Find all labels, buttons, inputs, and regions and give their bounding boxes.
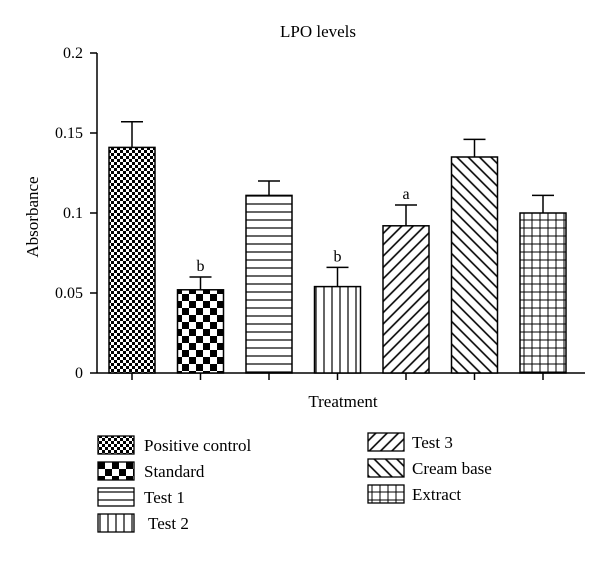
y-tick-label: 0.15: [55, 125, 83, 142]
bar: [382, 225, 430, 374]
y-tick-label: 0.2: [63, 45, 83, 62]
bar: [245, 194, 293, 374]
legend-swatch: [97, 513, 135, 533]
legend-label: Test 1: [144, 488, 185, 507]
legend-swatch: [367, 458, 405, 478]
significance-label: b: [334, 248, 342, 265]
legend-item: Cream base: [367, 458, 492, 478]
bar: [176, 289, 225, 374]
legend-swatch: [97, 487, 135, 507]
legend-label: Cream base: [412, 459, 492, 478]
plot-area: 0 0.05 0.1 0.15 0.2 b b a: [55, 45, 585, 382]
bar: [450, 156, 499, 374]
y-tick-label: 0.05: [55, 285, 83, 302]
chart-title: LPO levels: [280, 22, 356, 41]
significance-label: b: [197, 258, 205, 275]
x-axis-label: Treatment: [308, 392, 378, 411]
legend-swatch: [97, 461, 135, 481]
legend-item: Extract: [367, 484, 461, 504]
legend-label: Test 2: [148, 514, 189, 533]
legend-item: Standard: [97, 461, 205, 481]
legend-label: Standard: [144, 462, 205, 481]
y-tick-label: 0: [75, 365, 83, 382]
legend-item: Positive control: [97, 435, 251, 455]
bar: [108, 146, 156, 374]
legend-item: Test 2: [97, 513, 189, 533]
legend-swatch: [367, 484, 405, 504]
y-tick-label: 0.1: [63, 205, 83, 222]
legend-swatch: [367, 432, 405, 452]
y-axis-label: Absorbance: [23, 176, 42, 257]
legend-label: Positive control: [144, 436, 251, 455]
legend-swatch: [97, 435, 135, 455]
legend-item: Test 1: [97, 487, 185, 507]
bar: [313, 285, 362, 374]
significance-label: a: [402, 186, 409, 203]
legend-item: Test 3: [367, 432, 453, 452]
legend-label: Test 3: [412, 433, 453, 452]
bar: [519, 212, 567, 374]
legend: Positive control Standard Test 1 Test 2 Test…: [97, 432, 492, 533]
legend-label: Extract: [412, 485, 461, 504]
